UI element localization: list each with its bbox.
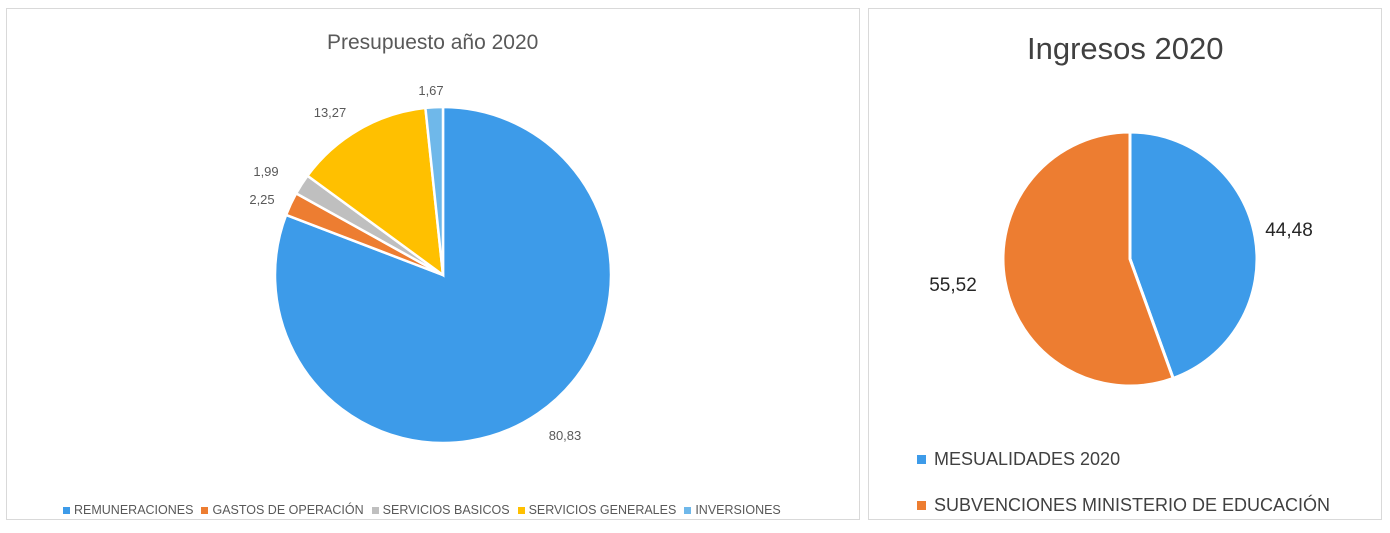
legend-item-gastos-de-operacion: GASTOS DE OPERACIÓN [201, 503, 364, 517]
legend-label: MESUALIDADES 2020 [934, 449, 1121, 469]
legend-swatch [684, 506, 692, 514]
data-label-servicios-basicos: 1,99 [253, 164, 278, 179]
legend-swatch [63, 506, 70, 514]
pie-slice-mesualidades-2020 [1128, 130, 1259, 381]
pie-slice-subvenciones-ministerio-de-educacion [1001, 130, 1176, 388]
legend-item-inversiones: INVERSIONES [684, 503, 781, 517]
data-label-servicios-generales: 13,27 [314, 105, 347, 120]
legend-label: SUBVENCIONES MINISTERIO DE EDUCACIÓN [934, 495, 1331, 515]
data-label-subvenciones-ministerio-de-educacion: 55,52 [929, 275, 977, 296]
income-chart-panel: Ingresos 2020 44,48 55,52 MESUALIDADES 20… [868, 8, 1382, 520]
legend-swatch [917, 455, 926, 464]
legend-swatch [371, 506, 379, 514]
pie-slice-inversiones [424, 105, 445, 276]
data-label-mesualidades-2020: 44,48 [1265, 220, 1313, 241]
legend-swatch [917, 501, 926, 510]
legend-label: INVERSIONES [695, 503, 781, 517]
legend-item-remuneraciones: REMUNERACIONES [63, 503, 193, 517]
legend-swatch [517, 506, 525, 514]
legend-item-servicios-generales: SERVICIOS GENERALES [517, 503, 677, 517]
data-label-gastos-de-operacion: 2,25 [249, 192, 274, 207]
legend-item-mensualidades: MESUALIDADES 2020 [917, 449, 1120, 470]
legend-label: SERVICIOS GENERALES [528, 503, 677, 517]
legend-label: GASTOS DE OPERACIÓN [212, 503, 364, 517]
pie-slice-servicios-generales [305, 106, 445, 278]
budget-pie-chart: 80,83 2,25 1,99 13,27 1,67 [249, 83, 613, 445]
chart-title: Ingresos 2020 [1027, 31, 1224, 66]
data-label-remuneraciones: 80,83 [549, 428, 582, 443]
legend-item-servicios-basicos: SERVICIOS BASICOS [371, 503, 510, 517]
chart-title: Presupuesto año 2020 [327, 31, 539, 54]
data-label-inversiones: 1,67 [418, 83, 443, 98]
legend-label: SERVICIOS BASICOS [382, 503, 510, 517]
budget-legend: REMUNERACIONES GASTOS DE OPERACIÓN SERVI… [63, 503, 789, 517]
legend-label: REMUNERACIONES [74, 503, 194, 517]
legend-item-subvenciones: SUBVENCIONES MINISTERIO DE EDUCACIÓN [917, 495, 1330, 516]
budget-chart-panel: Presupuesto año 2020 80,83 2,25 1,99 13,27 1… [6, 8, 860, 520]
income-pie-chart: 44,48 55,52 [929, 130, 1313, 388]
legend-swatch [201, 506, 209, 514]
